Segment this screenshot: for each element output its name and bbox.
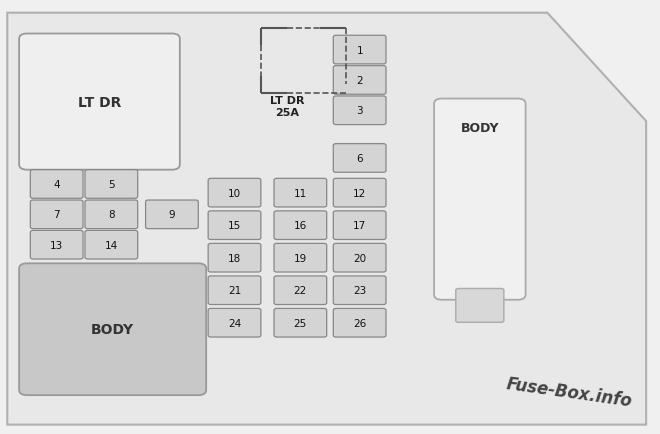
Text: BODY: BODY: [91, 322, 134, 336]
Text: 8: 8: [108, 210, 115, 220]
FancyBboxPatch shape: [333, 244, 386, 273]
FancyBboxPatch shape: [208, 211, 261, 240]
FancyBboxPatch shape: [208, 309, 261, 337]
FancyBboxPatch shape: [208, 244, 261, 273]
Text: 9: 9: [168, 210, 176, 220]
FancyBboxPatch shape: [333, 309, 386, 337]
FancyBboxPatch shape: [208, 179, 261, 207]
Text: 7: 7: [53, 210, 60, 220]
Text: 10: 10: [228, 188, 241, 198]
Text: 5: 5: [108, 180, 115, 190]
FancyBboxPatch shape: [19, 34, 180, 170]
FancyBboxPatch shape: [274, 244, 327, 273]
Text: 14: 14: [105, 240, 118, 250]
Text: LT DR: LT DR: [78, 95, 121, 109]
FancyBboxPatch shape: [274, 179, 327, 207]
Polygon shape: [7, 14, 646, 424]
FancyBboxPatch shape: [30, 170, 83, 199]
FancyBboxPatch shape: [333, 179, 386, 207]
FancyBboxPatch shape: [30, 231, 83, 260]
Text: 22: 22: [294, 286, 307, 296]
FancyBboxPatch shape: [333, 276, 386, 305]
Text: Fuse-Box.info: Fuse-Box.info: [505, 374, 633, 410]
FancyBboxPatch shape: [208, 276, 261, 305]
Text: 3: 3: [356, 106, 363, 116]
FancyBboxPatch shape: [146, 201, 198, 229]
FancyBboxPatch shape: [30, 201, 83, 229]
FancyBboxPatch shape: [274, 211, 327, 240]
Text: 6: 6: [356, 154, 363, 164]
Text: 13: 13: [50, 240, 63, 250]
FancyBboxPatch shape: [274, 309, 327, 337]
Text: 26: 26: [353, 318, 366, 328]
Text: 19: 19: [294, 253, 307, 263]
FancyBboxPatch shape: [434, 99, 525, 300]
FancyBboxPatch shape: [456, 289, 504, 322]
FancyBboxPatch shape: [333, 97, 386, 125]
FancyBboxPatch shape: [19, 264, 206, 395]
Text: BODY: BODY: [461, 122, 499, 135]
Text: 25: 25: [294, 318, 307, 328]
FancyBboxPatch shape: [333, 66, 386, 95]
Text: 18: 18: [228, 253, 241, 263]
Text: 17: 17: [353, 220, 366, 230]
Text: LT DR
25A: LT DR 25A: [270, 96, 304, 118]
FancyBboxPatch shape: [85, 201, 138, 229]
FancyBboxPatch shape: [333, 145, 386, 173]
Text: 12: 12: [353, 188, 366, 198]
FancyBboxPatch shape: [85, 170, 138, 199]
Text: 20: 20: [353, 253, 366, 263]
Text: 1: 1: [356, 46, 363, 56]
FancyBboxPatch shape: [85, 231, 138, 260]
Text: 24: 24: [228, 318, 241, 328]
FancyBboxPatch shape: [333, 36, 386, 65]
Text: 21: 21: [228, 286, 241, 296]
Text: 11: 11: [294, 188, 307, 198]
FancyBboxPatch shape: [333, 211, 386, 240]
Text: 16: 16: [294, 220, 307, 230]
Text: 23: 23: [353, 286, 366, 296]
Text: 2: 2: [356, 76, 363, 86]
Text: 4: 4: [53, 180, 60, 190]
Text: 15: 15: [228, 220, 241, 230]
FancyBboxPatch shape: [274, 276, 327, 305]
